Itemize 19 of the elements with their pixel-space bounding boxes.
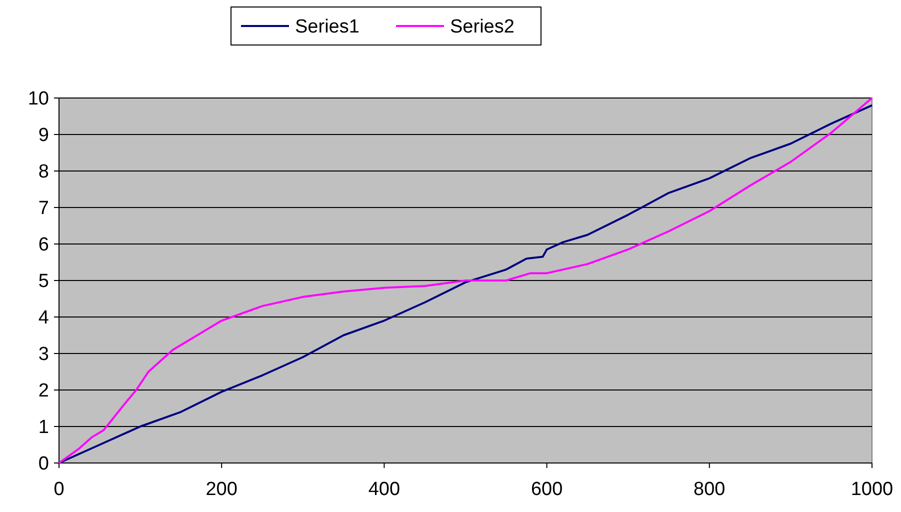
x-tick-label: 1000 [850,479,894,500]
x-tick-label: 800 [694,479,726,500]
x-tick-label: 200 [206,479,238,500]
y-tick-label: 4 [38,308,50,329]
legend-label: Series2 [450,16,514,38]
x-tick-label: 400 [368,479,400,500]
y-tick-label: 9 [38,125,49,146]
y-tick-label: 7 [38,198,49,220]
x-tick-label: 0 [54,479,64,500]
y-tick-label: 0 [38,454,49,475]
y-tick-label: 1 [38,417,49,438]
y-tick-label: 5 [38,271,49,292]
y-tick-label: 2 [38,380,49,402]
legend-label: Series1 [295,16,360,38]
x-tick-label: 600 [530,479,563,500]
y-tick-label: 3 [38,344,49,366]
y-tick-label: 6 [38,234,49,256]
y-tick-label: 10 [28,88,49,110]
y-tick-label: 8 [38,162,49,183]
